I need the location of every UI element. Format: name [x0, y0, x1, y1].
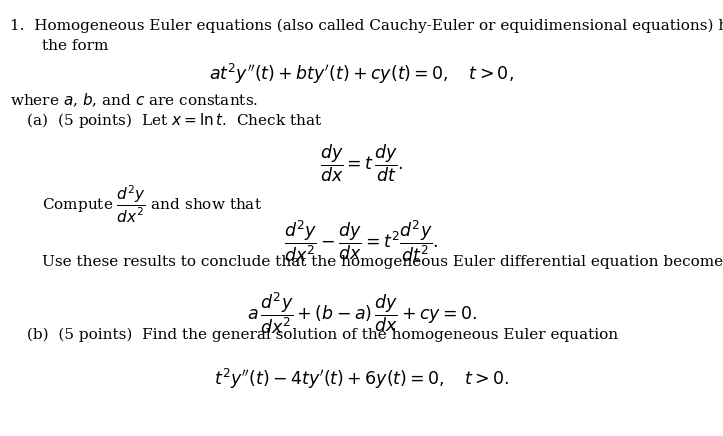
Text: $\dfrac{d^2y}{dx^2} - \dfrac{dy}{dx} = t^2\dfrac{d^2y}{dt^2}.$: $\dfrac{d^2y}{dx^2} - \dfrac{dy}{dx} = t…	[284, 218, 439, 264]
Text: $\dfrac{dy}{dx} = t\,\dfrac{dy}{dt}.$: $\dfrac{dy}{dx} = t\,\dfrac{dy}{dt}.$	[320, 143, 403, 184]
Text: $a\,\dfrac{d^2y}{dx^2} + (b - a)\,\dfrac{dy}{dx} + cy = 0.$: $a\,\dfrac{d^2y}{dx^2} + (b - a)\,\dfrac…	[247, 290, 476, 336]
Text: where $a$, $b$, and $c$ are constants.: where $a$, $b$, and $c$ are constants.	[10, 92, 258, 109]
Text: (a)  (5 points)  Let $x = \ln t$.  Check that: (a) (5 points) Let $x = \ln t$. Check th…	[22, 111, 322, 130]
Text: (b)  (5 points)  Find the general solution of the homogeneous Euler equation: (b) (5 points) Find the general solution…	[22, 328, 618, 342]
Text: Use these results to conclude that the homogeneous Euler differential equation b: Use these results to conclude that the h…	[42, 255, 723, 269]
Text: $t^2y''(t) - 4ty'(t) + 6y(t) = 0, \quad t > 0.$: $t^2y''(t) - 4ty'(t) + 6y(t) = 0, \quad …	[214, 367, 509, 391]
Text: 1.  Homogeneous Euler equations (also called Cauchy-Euler or equidimensional equ: 1. Homogeneous Euler equations (also cal…	[10, 18, 723, 33]
Text: Compute $\dfrac{d^2y}{dx^2}$ and show that: Compute $\dfrac{d^2y}{dx^2}$ and show th…	[42, 184, 262, 225]
Text: the form: the form	[42, 39, 108, 53]
Text: $at^2y''(t) + bty'(t) + cy(t) = 0, \quad t > 0,$: $at^2y''(t) + bty'(t) + cy(t) = 0, \quad…	[209, 62, 514, 86]
